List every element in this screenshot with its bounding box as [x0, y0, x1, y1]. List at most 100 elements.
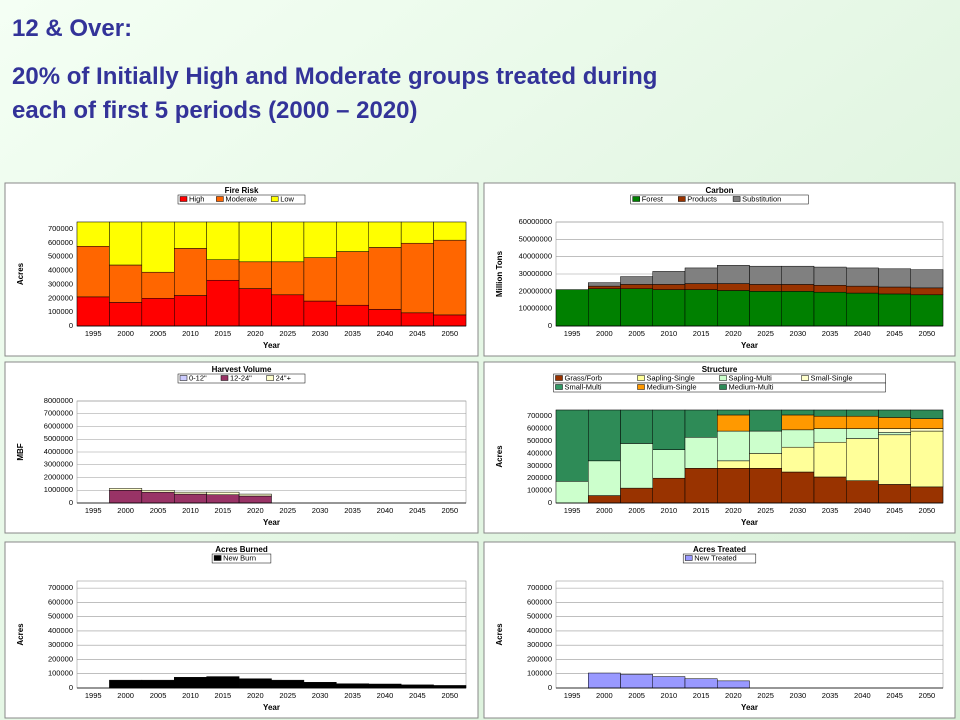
legend-frame: [630, 194, 809, 205]
x-tick-label: 1995: [85, 506, 102, 515]
bar-segment: [684, 267, 718, 284]
y-tick-label: 300000: [48, 640, 73, 649]
bar-segment: [620, 288, 653, 327]
y-tick-label: 5000000: [44, 434, 73, 443]
bar-segment: [174, 221, 207, 249]
x-tick-label: 2005: [150, 506, 167, 515]
bar-segment: [910, 294, 944, 327]
x-tick-label: 2000: [596, 329, 613, 338]
bar-segment: [174, 677, 207, 689]
bar-segment: [76, 296, 110, 327]
bar-segment: [717, 430, 750, 462]
legend-label: Small-Single: [811, 373, 853, 382]
x-tick-label: 2045: [886, 506, 903, 515]
x-tick-label: 2030: [312, 506, 329, 515]
bar-segment: [910, 428, 944, 432]
y-tick-label: 700000: [527, 583, 552, 592]
bar-segment: [652, 449, 686, 479]
bar-segment: [109, 221, 143, 266]
bar-segment: [684, 437, 718, 469]
x-tick-label: 2000: [596, 691, 613, 700]
x-axis-label: Year: [263, 518, 280, 527]
x-tick-label: 2015: [693, 329, 710, 338]
bar-segment: [271, 679, 305, 689]
y-tick-label: 600000: [527, 597, 552, 606]
bar-segment: [910, 418, 944, 429]
bar-segment: [910, 269, 944, 289]
bar-segment: [174, 493, 207, 504]
bar-segment: [400, 221, 434, 244]
bar-segment: [555, 481, 589, 504]
y-tick-label: 500000: [527, 612, 552, 621]
x-tick-label: 2010: [182, 691, 199, 700]
chart-title: Acres Burned: [215, 545, 268, 554]
bar-segment: [781, 284, 815, 292]
legend-label: 12-24": [230, 373, 252, 382]
y-tick-label: 100000: [527, 669, 552, 678]
bar-segment: [303, 257, 337, 302]
x-tick-label: 2005: [628, 691, 645, 700]
legend-frame: [211, 553, 272, 564]
bar-segment: [684, 283, 718, 290]
legend-label: Small-Multi: [565, 382, 602, 391]
bar-segment: [433, 221, 467, 241]
x-tick-label: 2035: [822, 691, 839, 700]
bar-segment: [620, 674, 653, 689]
x-tick-label: 2025: [757, 691, 774, 700]
x-tick-label: 2010: [661, 506, 678, 515]
legend-label: Forest: [642, 194, 664, 203]
bar-segment: [846, 480, 879, 504]
bar-segment: [910, 287, 944, 296]
y-tick-label: 200000: [48, 654, 73, 663]
x-tick-label: 2020: [725, 329, 742, 338]
bar-segment: [717, 290, 750, 327]
bar-segment: [878, 484, 911, 504]
bar-segment: [588, 672, 621, 689]
bar-segment: [684, 468, 718, 504]
bar-segment: [238, 261, 272, 289]
x-tick-label: 2020: [247, 506, 264, 515]
bar-segment: [781, 414, 815, 431]
x-tick-label: 2005: [628, 329, 645, 338]
x-tick-label: 2010: [182, 329, 199, 338]
x-tick-label: 2020: [247, 691, 264, 700]
x-tick-label: 2000: [117, 329, 134, 338]
chart-title: Acres Treated: [693, 545, 746, 554]
y-tick-label: 0: [69, 683, 73, 692]
y-axis-label: Acres: [16, 623, 25, 646]
bar-segment: [336, 304, 370, 327]
x-tick-label: 2010: [661, 329, 678, 338]
bar-segment: [684, 678, 718, 689]
x-tick-label: 2010: [661, 691, 678, 700]
x-axis-label: Year: [263, 703, 280, 712]
x-axis-label: Year: [263, 341, 280, 350]
y-tick-label: 2000000: [44, 472, 73, 481]
bar-segment: [813, 291, 847, 327]
bar-segment: [109, 679, 143, 689]
bar-segment: [813, 415, 847, 429]
bar-segment: [433, 239, 467, 316]
x-tick-label: 2030: [312, 691, 329, 700]
bar-segment: [588, 409, 621, 462]
x-tick-label: 1995: [564, 506, 581, 515]
bar-segment: [555, 289, 589, 327]
bar-segment: [206, 221, 240, 260]
legend-frame: [177, 194, 306, 205]
legend-label: High: [189, 194, 204, 203]
y-tick-label: 6000000: [44, 421, 73, 430]
x-tick-label: 2020: [725, 691, 742, 700]
bar-segment: [174, 295, 207, 327]
bar-segment: [336, 683, 370, 689]
legend-swatch: [555, 375, 563, 381]
bar-segment: [878, 268, 911, 288]
bar-segment: [684, 409, 718, 438]
y-tick-label: 700000: [48, 583, 73, 592]
bar-segment: [368, 221, 402, 248]
bar-segment: [749, 265, 782, 285]
legend-swatch: [213, 555, 222, 561]
x-tick-label: 2050: [441, 506, 458, 515]
bar-segment: [620, 487, 653, 504]
legend-swatch: [220, 375, 229, 381]
y-tick-label: 100000: [527, 486, 552, 495]
x-tick-label: 2000: [596, 506, 613, 515]
